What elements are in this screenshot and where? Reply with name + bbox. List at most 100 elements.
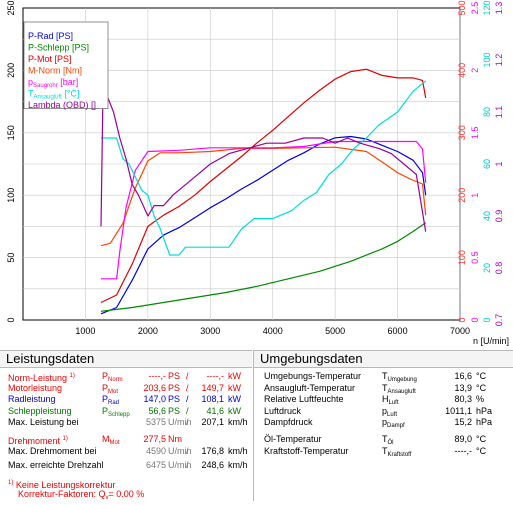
- right-axis-1-tick: 200: [457, 188, 467, 203]
- perf-value-1: 147,0: [143, 394, 166, 405]
- ambient-data-title: Umgebungsdaten: [254, 351, 513, 368]
- perf-value-1: 56,6: [148, 405, 166, 416]
- perf-slash: /: [186, 417, 189, 428]
- perf-value-1: ----,-: [148, 371, 167, 381]
- y-tick-label: 150: [6, 125, 16, 140]
- perf-unit-1: U/min: [168, 417, 192, 428]
- footnote-correction: Korrektur-Faktoren: Qv= 0.00 %: [18, 489, 145, 502]
- right-axis-3-tick: 80: [482, 107, 492, 117]
- ambient-label: Relative Luftfeuchte: [264, 394, 344, 405]
- perf-label: Schleppleistung: [8, 405, 72, 416]
- perf-value-1: 4590: [145, 445, 166, 456]
- perf-value-2: 108,1: [201, 394, 224, 405]
- y-tick-label: 100: [6, 188, 16, 203]
- right-axis-3-tick: 60: [482, 159, 492, 169]
- right-axis-4-tick: 0.9: [494, 210, 504, 223]
- perf-unit-2: kW: [228, 382, 241, 393]
- right-axis-1-tick: 400: [457, 63, 467, 78]
- series-line-7: [100, 95, 427, 232]
- perf-value-2: 149,7: [201, 382, 224, 393]
- perf-value-2: 176,8: [201, 445, 224, 456]
- perf-label: Radleistung: [8, 394, 56, 405]
- ambient-value: 15,2: [454, 417, 472, 428]
- right-axis-3-tick: 20: [482, 263, 492, 273]
- x-tick-label: 2000: [138, 326, 158, 336]
- ambient-unit: °C: [476, 445, 487, 456]
- right-axis-2-tick: 0.5: [470, 251, 480, 264]
- ambient-row: Ansaugluft-Temperatur TAnsaugluft 13,9 °C: [254, 383, 513, 395]
- perf-unit-2: kW: [228, 394, 241, 405]
- perf-symbol: PRad: [102, 394, 120, 407]
- perf-symbol: MMot: [102, 433, 120, 446]
- perf-unit-2: km/h: [228, 417, 248, 428]
- perf-slash: /: [186, 382, 189, 393]
- perf-unit-1: PS: [168, 382, 181, 393]
- footnote-1: 1) Keine Leistungskorrektur: [0, 478, 252, 490]
- perf-label: Max. Leistung bei: [8, 417, 79, 428]
- ambient-row: Kraftstoff-Temperatur TKraftstoff ----,- °C: [254, 446, 513, 458]
- legend-entry: P-Schlepp [PS]: [28, 43, 89, 53]
- x-tick-label: 5000: [325, 326, 345, 336]
- y-tick-label: 50: [6, 253, 16, 263]
- ambient-label: Dampfdruck: [264, 417, 313, 428]
- perf-value-1: 277,5: [143, 433, 166, 444]
- right-axis-4-tick: 1.3: [494, 2, 504, 15]
- ambient-symbol: TAnsaugluft: [382, 382, 416, 395]
- perf-slash: /: [186, 371, 189, 381]
- ambient-symbol: pDampf: [382, 417, 405, 430]
- perf-label: Max. Drehmoment bei: [8, 445, 97, 456]
- right-axis-1-tick: 100: [457, 250, 467, 265]
- right-axis-3-tick: 120: [482, 0, 492, 15]
- ambient-symbol: TKraftstoff: [382, 445, 412, 458]
- ambient-symbol: HLuft: [382, 394, 399, 407]
- perf-unit-1: U/min: [168, 445, 192, 456]
- footnote-text: 1) Keine Leistungskorrektur: [8, 479, 116, 490]
- perf-row: Radleistung PRad 147,0 PS / 108,1 kW: [0, 394, 252, 406]
- ambient-label: Umgebungs-Temperatur: [264, 371, 362, 381]
- x-axis-label: n [U/min]: [473, 336, 509, 346]
- ambient-value: ----,-: [454, 445, 473, 456]
- perf-symbol: PSchlepp: [102, 405, 130, 418]
- y-tick-label: 0: [6, 317, 16, 322]
- ambient-unit: %: [476, 394, 485, 405]
- perf-value-1: 203,6: [143, 382, 166, 393]
- perf-unit-1: U/min: [168, 460, 192, 471]
- right-axis-3-tick: 0: [482, 317, 492, 322]
- perf-row: Max. Drehmoment bei 4590 U/min/ 176,8 km/h: [0, 446, 252, 458]
- right-axis-1-tick: 500: [457, 0, 467, 15]
- series-line-5: [101, 140, 427, 280]
- perf-value-1: 6475: [145, 460, 166, 471]
- y-tick-label: 200: [6, 63, 16, 78]
- perf-unit-1: Nm: [168, 433, 182, 444]
- perf-unit-1: PS: [168, 405, 181, 416]
- perf-value-2: 248,6: [201, 460, 224, 471]
- perf-row: Max. erreichte Drehzahl 6475 U/min/ 248,6 km…: [0, 460, 252, 472]
- x-tick-label: 7000: [450, 326, 470, 336]
- ambient-symbol: pLuft: [382, 405, 398, 418]
- right-axis-4-tick: 1.1: [494, 106, 504, 119]
- performance-data-panel: Leistungsdaten Norm-Leistung 1) PNorm ----…: [0, 350, 252, 501]
- ambient-unit: hPa: [476, 405, 493, 416]
- ambient-label: Öl-Temperatur: [264, 433, 322, 444]
- ambient-label: Luftdruck: [264, 405, 302, 416]
- perf-value-2: ----,-: [206, 371, 225, 381]
- ambient-value: 16,6: [454, 371, 472, 381]
- ambient-row: Dampfdruck pDampf 15,2 hPa: [254, 417, 513, 429]
- x-tick-label: 4000: [263, 326, 283, 336]
- ambient-row: Öl-Temperatur TÖl 89,0 °C: [254, 434, 513, 446]
- perf-value-2: 41,6: [206, 405, 224, 416]
- right-axis-2-tick: 2.5: [470, 2, 480, 15]
- legend-entry: M-Norm [Nm]: [28, 66, 82, 76]
- right-axis-4-tick: 1.2: [494, 54, 504, 67]
- perf-row: Max. Leistung bei 5375 U/min/ 207,1 km/h: [0, 417, 252, 429]
- ambient-value: 13,9: [454, 382, 472, 393]
- legend-entry: pSaugrohr [bar]: [28, 77, 78, 89]
- perf-row: Drehmoment 1) MMot 277,5 Nm: [0, 434, 252, 446]
- perf-slash: /: [186, 460, 189, 471]
- ambient-unit: °C: [476, 433, 487, 444]
- perf-symbol: PNorm: [102, 371, 123, 383]
- right-axis-1-tick: 0: [457, 317, 467, 322]
- x-tick-label: 3000: [200, 326, 220, 336]
- ambient-value: 80,3: [454, 394, 472, 405]
- perf-value-2: 207,1: [201, 417, 224, 428]
